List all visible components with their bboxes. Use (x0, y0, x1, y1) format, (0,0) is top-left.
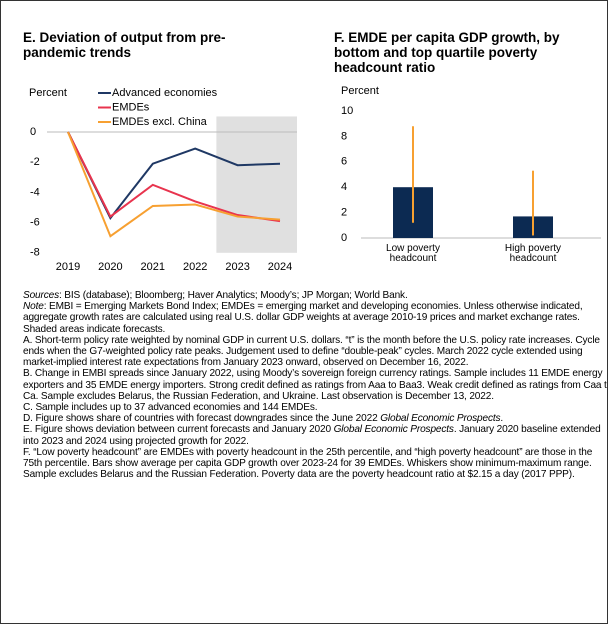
x-tick-label: 2023 (225, 261, 249, 273)
note-paragraph: F. “Low poverty headcount” are EMDEs wit… (23, 446, 607, 481)
legend-label: EMDEs (112, 101, 150, 113)
note-text: E. Figure shows deviation between curren… (23, 424, 334, 436)
y-tick-label: -8 (30, 247, 40, 259)
legend-label: Advanced economies (112, 87, 218, 99)
x-tick-label: 2024 (268, 261, 292, 273)
note-text: C. Sample includes up to 37 advanced eco… (23, 402, 318, 414)
note-paragraph: B. Change in EMBI spreads since January … (23, 368, 608, 402)
note-text: : EMBI = Emerging Markets Bond Index; EM… (23, 301, 583, 335)
note-text: : BIS (database); Bloomberg; Haver Analy… (58, 290, 408, 301)
note-text: Note (23, 301, 44, 313)
x-tick-label: 2019 (56, 261, 80, 273)
note-text: B. Change in EMBI spreads since January … (23, 368, 608, 402)
x-tick-label: 2022 (183, 261, 207, 273)
y-tick-label: 0 (341, 232, 347, 244)
y-tick-label: 0 (30, 126, 36, 138)
chart-title: F. EMDE per capita GDP growth, by bottom… (334, 30, 560, 75)
note-text: . January 2020 baseline extended into 20… (23, 424, 601, 447)
chart-title: E. Deviation of output from pre-pandemic… (23, 30, 226, 60)
note-paragraph: A. Short-term policy rate weighted by no… (23, 334, 607, 369)
notes: Sources: BIS (database); Bloomberg; Have… (23, 290, 608, 481)
x-tick-label: Low poverty headcount (386, 243, 440, 264)
line-series (67, 131, 281, 223)
note-text: Global Economic Prospects (380, 413, 501, 425)
legend-label: EMDEs excl. China (112, 116, 208, 128)
y-tick-label: -6 (30, 217, 40, 229)
forecast-shade (216, 116, 297, 253)
note-paragraph: D. Figure shows share of countries with … (23, 413, 607, 425)
y-tick-label: 10 (341, 105, 353, 117)
y-tick-label: 2 (341, 207, 347, 219)
note-text: D. Figure shows share of countries with … (23, 413, 381, 425)
y-axis-label: Percent (341, 85, 379, 97)
x-tick-label: 2021 (141, 261, 165, 273)
y-tick-label: -4 (30, 186, 40, 198)
note-text: Global Economic Prospects (333, 424, 454, 436)
note-paragraph: Note: EMBI = Emerging Markets Bond Index… (23, 301, 607, 335)
y-axis-label: Percent (29, 87, 67, 99)
x-tick-label: 2020 (98, 261, 122, 273)
y-tick-label: 8 (341, 130, 347, 142)
note-text: . (500, 413, 504, 425)
x-tick-label: High poverty headcount (504, 243, 562, 264)
note-text: F. “Low poverty headcount” are EMDEs wit… (23, 446, 593, 481)
y-tick-label: -2 (30, 156, 40, 168)
note-paragraph: Sources: BIS (database); Bloomberg; Have… (23, 290, 607, 301)
note-paragraph: E. Figure shows deviation between curren… (23, 424, 607, 447)
note-text: Sources (23, 290, 59, 301)
note-paragraph: C. Sample includes up to 37 advanced eco… (23, 402, 607, 414)
y-tick-label: 4 (341, 181, 347, 193)
y-tick-label: 6 (341, 156, 347, 168)
note-text: A. Short-term policy rate weighted by no… (23, 334, 600, 369)
line-series (67, 131, 281, 238)
